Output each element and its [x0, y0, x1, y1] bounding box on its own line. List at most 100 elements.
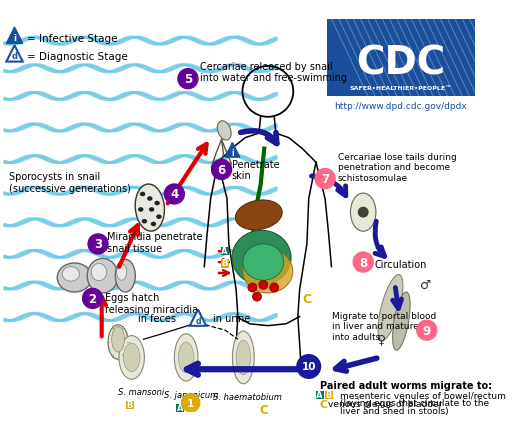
Ellipse shape — [147, 197, 153, 201]
Ellipse shape — [135, 184, 164, 232]
Text: Eggs hatch
releasing miracidia: Eggs hatch releasing miracidia — [106, 293, 198, 314]
Text: B: B — [221, 259, 227, 268]
Text: 7: 7 — [321, 173, 329, 186]
Ellipse shape — [393, 293, 410, 350]
Ellipse shape — [62, 267, 79, 282]
Ellipse shape — [154, 201, 160, 206]
Ellipse shape — [123, 343, 140, 372]
Text: Cercariae released by snail
into water and free-swimming: Cercariae released by snail into water a… — [200, 62, 347, 83]
Ellipse shape — [243, 250, 293, 293]
Ellipse shape — [119, 336, 144, 379]
Text: liver and shed in stools): liver and shed in stools) — [340, 407, 448, 415]
Ellipse shape — [142, 220, 147, 224]
Text: = Diagnostic Stage: = Diagnostic Stage — [27, 52, 128, 62]
FancyArrowPatch shape — [240, 132, 277, 144]
Text: venous plexus of bladder: venous plexus of bladder — [328, 399, 442, 408]
Text: Circulation: Circulation — [374, 259, 426, 269]
Text: 4: 4 — [170, 188, 178, 201]
FancyBboxPatch shape — [220, 247, 229, 255]
Text: ♂: ♂ — [419, 278, 430, 291]
Text: 5: 5 — [184, 73, 192, 86]
Ellipse shape — [87, 259, 118, 293]
FancyArrowPatch shape — [187, 364, 297, 375]
FancyArrowPatch shape — [119, 226, 138, 267]
Text: C: C — [302, 292, 311, 305]
Text: 8: 8 — [359, 256, 368, 269]
FancyArrowPatch shape — [219, 270, 229, 276]
Circle shape — [358, 207, 369, 218]
Ellipse shape — [232, 231, 291, 285]
Text: C: C — [259, 403, 268, 416]
FancyArrowPatch shape — [311, 177, 346, 196]
Text: i: i — [231, 148, 234, 157]
Text: Miracidia penetrate
snail tissue: Miracidia penetrate snail tissue — [107, 232, 203, 253]
FancyArrowPatch shape — [167, 145, 207, 204]
Ellipse shape — [151, 222, 156, 227]
Text: d: d — [195, 316, 201, 325]
FancyBboxPatch shape — [316, 391, 324, 399]
Circle shape — [164, 184, 184, 204]
Text: in urine: in urine — [213, 314, 250, 324]
Circle shape — [253, 293, 261, 302]
Text: Cercariae lose tails during
penetration and become
schistosomulae: Cercariae lose tails during penetration … — [338, 152, 457, 182]
Circle shape — [259, 281, 268, 289]
Circle shape — [212, 160, 232, 180]
Polygon shape — [190, 310, 206, 326]
Text: Migrate to portal blood
in liver and mature
into adults: Migrate to portal blood in liver and mat… — [332, 311, 437, 341]
Circle shape — [88, 234, 108, 254]
Text: 9: 9 — [423, 324, 431, 337]
Text: Paired adult worms migrate to:: Paired adult worms migrate to: — [320, 380, 492, 390]
Text: S. haematobium: S. haematobium — [213, 392, 281, 401]
Circle shape — [315, 169, 335, 189]
FancyArrowPatch shape — [375, 222, 384, 257]
FancyBboxPatch shape — [220, 260, 229, 268]
Circle shape — [297, 355, 321, 378]
Ellipse shape — [57, 263, 92, 293]
Ellipse shape — [140, 192, 145, 197]
Text: mesenteric venules of bowel/rectum: mesenteric venules of bowel/rectum — [340, 390, 506, 399]
Text: Penetrate
skin: Penetrate skin — [232, 159, 279, 181]
Polygon shape — [6, 28, 23, 44]
Text: S. mansoni: S. mansoni — [118, 388, 164, 397]
Text: A: A — [221, 246, 227, 255]
Ellipse shape — [138, 207, 143, 212]
Text: = Infective Stage: = Infective Stage — [27, 34, 118, 44]
Text: 2: 2 — [89, 292, 97, 305]
Text: (laying eggs that circulate to the: (laying eggs that circulate to the — [340, 398, 489, 408]
Circle shape — [178, 69, 198, 89]
Ellipse shape — [91, 264, 107, 281]
FancyArrowPatch shape — [219, 249, 229, 254]
Ellipse shape — [243, 244, 284, 281]
Circle shape — [248, 283, 257, 293]
Text: 1: 1 — [187, 398, 194, 408]
FancyArrowPatch shape — [393, 288, 402, 309]
Text: B: B — [326, 390, 332, 399]
Text: 6: 6 — [217, 164, 226, 177]
Text: SAFER•HEALTHIER•PEOPLE™: SAFER•HEALTHIER•PEOPLE™ — [349, 86, 452, 91]
Ellipse shape — [117, 264, 127, 281]
Ellipse shape — [235, 201, 282, 230]
Text: CDC: CDC — [356, 44, 445, 82]
Ellipse shape — [108, 325, 128, 359]
Text: in feces: in feces — [138, 314, 176, 324]
Ellipse shape — [149, 207, 154, 212]
Ellipse shape — [174, 334, 198, 381]
Circle shape — [82, 289, 102, 309]
FancyArrowPatch shape — [97, 297, 106, 337]
Ellipse shape — [378, 275, 403, 341]
Circle shape — [270, 283, 279, 293]
Text: A: A — [317, 390, 323, 399]
Ellipse shape — [351, 194, 376, 232]
Text: ♀: ♀ — [377, 332, 386, 345]
Ellipse shape — [116, 260, 135, 293]
Text: B: B — [127, 400, 133, 409]
Ellipse shape — [233, 331, 254, 384]
Circle shape — [353, 253, 373, 273]
Ellipse shape — [178, 342, 194, 373]
Text: Sporocysts in snail
(successive generations): Sporocysts in snail (successive generati… — [9, 172, 131, 194]
FancyBboxPatch shape — [126, 401, 134, 409]
Text: A: A — [176, 403, 183, 412]
FancyBboxPatch shape — [325, 391, 333, 399]
Text: 3: 3 — [94, 238, 102, 251]
Ellipse shape — [236, 341, 250, 375]
